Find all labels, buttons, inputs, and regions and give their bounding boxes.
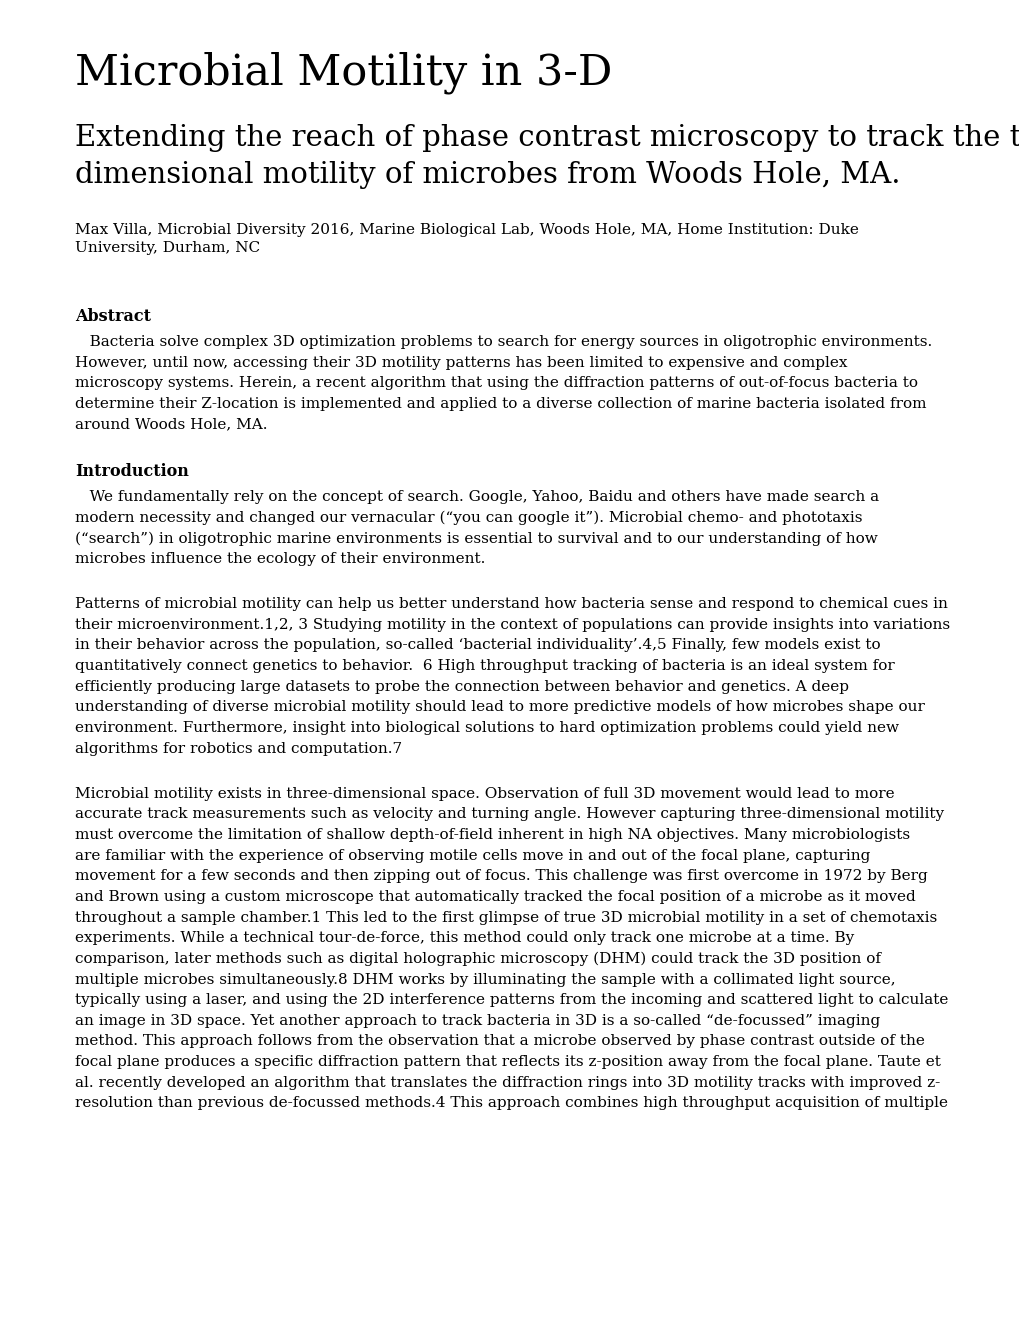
Text: Microbial motility exists in three-dimensional space. Observation of full 3D mov: Microbial motility exists in three-dimen… bbox=[75, 787, 894, 801]
Text: comparison, later methods such as digital holographic microscopy (DHM) could tra: comparison, later methods such as digita… bbox=[75, 952, 880, 966]
Text: resolution than previous de-focussed methods.4 This approach combines high throu: resolution than previous de-focussed met… bbox=[75, 1097, 947, 1110]
Text: an image in 3D space. Yet another approach to track bacteria in 3D is a so-calle: an image in 3D space. Yet another approa… bbox=[75, 1014, 879, 1028]
Text: We fundamentally rely on the concept of search. Google, Yahoo, Baidu and others : We fundamentally rely on the concept of … bbox=[75, 490, 878, 504]
Text: typically using a laser, and using the 2D interference patterns from the incomin: typically using a laser, and using the 2… bbox=[75, 993, 948, 1007]
Text: modern necessity and changed our vernacular (“you can google it”). Microbial che: modern necessity and changed our vernacu… bbox=[75, 511, 862, 525]
Text: Bacteria solve complex 3D optimization problems to search for energy sources in : Bacteria solve complex 3D optimization p… bbox=[75, 335, 931, 348]
Text: movement for a few seconds and then zipping out of focus. This challenge was fir: movement for a few seconds and then zipp… bbox=[75, 870, 927, 883]
Text: al. recently developed an algorithm that translates the diffraction rings into 3: al. recently developed an algorithm that… bbox=[75, 1076, 940, 1090]
Text: in their behavior across the population, so-called ‘bacterial individuality’.4,5: in their behavior across the population,… bbox=[75, 639, 879, 652]
Text: dimensional motility of microbes from Woods Hole, MA.: dimensional motility of microbes from Wo… bbox=[75, 161, 900, 189]
Text: focal plane produces a specific diffraction pattern that reflects its z-position: focal plane produces a specific diffract… bbox=[75, 1055, 940, 1069]
Text: method. This approach follows from the observation that a microbe observed by ph: method. This approach follows from the o… bbox=[75, 1035, 924, 1048]
Text: (“search”) in oligotrophic marine environments is essential to survival and to o: (“search”) in oligotrophic marine enviro… bbox=[75, 531, 877, 545]
Text: accurate track measurements such as velocity and turning angle. However capturin: accurate track measurements such as velo… bbox=[75, 808, 944, 821]
Text: Abstract: Abstract bbox=[75, 308, 151, 325]
Text: However, until now, accessing their 3D motility patterns has been limited to exp: However, until now, accessing their 3D m… bbox=[75, 355, 847, 370]
Text: throughout a sample chamber.1 This led to the first glimpse of true 3D microbial: throughout a sample chamber.1 This led t… bbox=[75, 911, 936, 924]
Text: their microenvironment.1,2, 3 Studying motility in the context of populations ca: their microenvironment.1,2, 3 Studying m… bbox=[75, 618, 949, 632]
Text: Patterns of microbial motility can help us better understand how bacteria sense : Patterns of microbial motility can help … bbox=[75, 597, 947, 611]
Text: environment. Furthermore, insight into biological solutions to hard optimization: environment. Furthermore, insight into b… bbox=[75, 721, 898, 735]
Text: University, Durham, NC: University, Durham, NC bbox=[75, 242, 260, 255]
Text: algorithms for robotics and computation.7: algorithms for robotics and computation.… bbox=[75, 742, 401, 755]
Text: Max Villa, Microbial Diversity 2016, Marine Biological Lab, Woods Hole, MA, Home: Max Villa, Microbial Diversity 2016, Mar… bbox=[75, 223, 858, 238]
Text: around Woods Hole, MA.: around Woods Hole, MA. bbox=[75, 417, 267, 432]
Text: are familiar with the experience of observing motile cells move in and out of th: are familiar with the experience of obse… bbox=[75, 849, 869, 863]
Text: understanding of diverse microbial motility should lead to more predictive model: understanding of diverse microbial motil… bbox=[75, 700, 924, 714]
Text: experiments. While a technical tour-de-force, this method could only track one m: experiments. While a technical tour-de-f… bbox=[75, 931, 854, 945]
Text: and Brown using a custom microscope that automatically tracked the focal positio: and Brown using a custom microscope that… bbox=[75, 890, 915, 904]
Text: microbes influence the ecology of their environment.: microbes influence the ecology of their … bbox=[75, 552, 485, 566]
Text: Microbial Motility in 3-D: Microbial Motility in 3-D bbox=[75, 51, 611, 95]
Text: Extending the reach of phase contrast microscopy to track the three-: Extending the reach of phase contrast mi… bbox=[75, 124, 1019, 152]
Text: quantitatively connect genetics to behavior.  6 High throughput tracking of bact: quantitatively connect genetics to behav… bbox=[75, 659, 894, 673]
Text: multiple microbes simultaneously.8 DHM works by illuminating the sample with a c: multiple microbes simultaneously.8 DHM w… bbox=[75, 973, 895, 986]
Text: efficiently producing large datasets to probe the connection between behavior an: efficiently producing large datasets to … bbox=[75, 680, 848, 693]
Text: microscopy systems. Herein, a recent algorithm that using the diffraction patter: microscopy systems. Herein, a recent alg… bbox=[75, 376, 917, 391]
Text: determine their Z-location is implemented and applied to a diverse collection of: determine their Z-location is implemente… bbox=[75, 397, 925, 411]
Text: Introduction: Introduction bbox=[75, 463, 189, 479]
Text: must overcome the limitation of shallow depth-of-field inherent in high NA objec: must overcome the limitation of shallow … bbox=[75, 828, 909, 842]
